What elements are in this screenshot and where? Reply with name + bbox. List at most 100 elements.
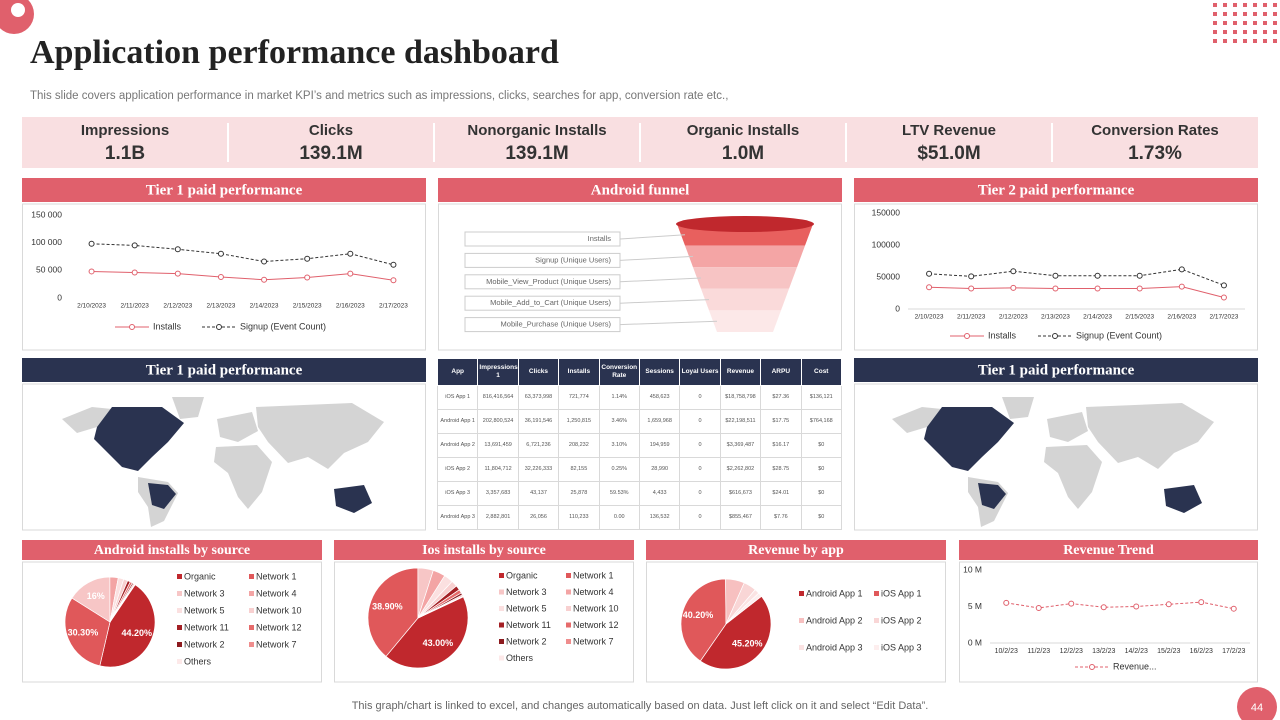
legend-label: Android App 3 <box>806 642 863 652</box>
series-marker <box>217 250 224 257</box>
series-marker <box>390 261 397 268</box>
table-cell: $0 <box>800 433 843 458</box>
kpi-label: Organic Installs <box>687 122 800 139</box>
dot-decoration <box>1233 3 1237 7</box>
y-tick-label: 10 M <box>963 564 982 574</box>
funnel-label: Signup (Unique Users) <box>535 255 611 264</box>
panel-title: Tier 1 paid performance <box>146 362 303 378</box>
table-cell: 0 <box>679 481 721 506</box>
legend-swatch <box>249 642 254 647</box>
legend-label: Network 7 <box>573 636 614 646</box>
dot-decoration <box>1243 30 1247 34</box>
kpi-label: Impressions <box>81 122 169 139</box>
panel-title: Ios installs by source <box>422 543 546 558</box>
series-marker <box>1052 285 1059 292</box>
series-line <box>91 243 394 266</box>
panel-header <box>22 358 426 382</box>
series-marker <box>390 277 397 284</box>
dot-decoration <box>1243 39 1247 43</box>
panel-title: Revenue Trend <box>1063 543 1154 558</box>
table-row: Android App 3 2,882,801 26,056 110,233 0.00 1… <box>436 505 843 530</box>
table-cell: $3,369,487 <box>719 433 762 458</box>
panel-title: Tier 2 paid performance <box>978 182 1135 198</box>
legend-swatch <box>249 591 254 596</box>
y-tick-label: 5 M <box>968 601 982 611</box>
kpi-value: 1.1B <box>105 143 145 164</box>
series-marker <box>1052 272 1059 279</box>
panel-header <box>646 540 946 560</box>
series-marker <box>304 274 311 281</box>
y-tick-label: 100 000 <box>31 237 62 247</box>
table-cell: $17.75 <box>760 409 802 434</box>
table-cell: 721,774 <box>558 385 600 410</box>
series-marker <box>1178 266 1185 273</box>
series-marker <box>174 270 181 277</box>
panel-body <box>959 561 1258 683</box>
legend-swatch <box>177 591 182 596</box>
legend-swatch <box>499 589 504 595</box>
legend-label: Network 7 <box>256 639 297 649</box>
funnel-label: Mobile_Add_to_Cart (Unique Users) <box>490 298 611 307</box>
table-cell: 194,959 <box>638 433 681 458</box>
table-cell: 0 <box>679 409 721 434</box>
table-cell: $0 <box>800 505 843 530</box>
kpi-value: 139.1M <box>299 143 362 164</box>
funnel-layer <box>709 310 781 332</box>
x-tick-label: 17/2/23 <box>1222 648 1245 655</box>
table-cell: 28,990 <box>638 457 681 482</box>
legend-label: Network 3 <box>184 588 225 598</box>
header-cell: App <box>436 358 479 386</box>
pie-slice <box>109 583 136 623</box>
header-cell: Cost <box>800 358 843 386</box>
funnel-label: Installs <box>588 234 612 243</box>
table-cell: 43,137 <box>517 481 560 506</box>
dot-decoration <box>1213 30 1217 34</box>
series-line <box>91 270 394 281</box>
legend-label: Others <box>184 656 212 666</box>
kpi-label: Clicks <box>309 122 353 139</box>
table-cell: 4,433 <box>638 481 681 506</box>
funnel-layer <box>693 267 797 289</box>
dot-decoration <box>1253 3 1257 7</box>
funnel-layer <box>685 245 805 268</box>
x-tick-label: 2/14/2023 <box>1083 314 1112 321</box>
legend-label: Revenue... <box>1113 661 1157 671</box>
table-cell: 13,691,459 <box>477 433 519 458</box>
table-cell: 202,800,524 <box>477 409 519 434</box>
series-marker <box>1094 285 1101 292</box>
funnel-connector <box>619 277 702 283</box>
series-marker <box>1165 601 1172 608</box>
legend-swatch <box>249 574 254 579</box>
legend-label: Network 3 <box>506 587 547 597</box>
slice-label: 30.30% <box>68 627 99 637</box>
legend-swatch <box>177 625 182 630</box>
dot-decoration <box>1273 12 1277 16</box>
table-cell: iOS App 3 <box>436 481 479 506</box>
x-tick-label: 2/15/2023 <box>1125 314 1154 321</box>
panel-header <box>334 540 634 560</box>
table-cell: 136,532 <box>638 505 681 530</box>
table-cell: 208,232 <box>558 433 600 458</box>
x-tick-label: 15/2/23 <box>1157 648 1180 655</box>
slice-label: 44.20% <box>122 628 153 638</box>
funnel-label: Mobile_Purchase (Unique Users) <box>501 320 612 329</box>
x-tick-label: 2/11/2023 <box>957 314 986 321</box>
panel-title: Tier 1 paid performance <box>146 182 303 198</box>
legend-swatch <box>874 591 879 596</box>
legend-swatch <box>177 608 182 613</box>
table-cell: 3.46% <box>598 409 640 434</box>
legend-label: Android App 1 <box>806 588 863 598</box>
legend-label: Installs <box>988 330 1017 340</box>
dot-decoration <box>1233 30 1237 34</box>
legend-label: Network 5 <box>506 603 547 613</box>
y-tick-label: 0 <box>57 292 62 302</box>
table-cell: $28.75 <box>760 457 802 482</box>
x-tick-label: 2/12/2023 <box>163 303 192 310</box>
dot-decoration <box>1233 39 1237 43</box>
dot-decoration <box>1273 39 1277 43</box>
header-cell: ARPU <box>760 358 802 386</box>
legend-swatch <box>566 622 571 628</box>
series-marker <box>1198 599 1205 606</box>
x-tick-label: 13/2/23 <box>1092 648 1115 655</box>
